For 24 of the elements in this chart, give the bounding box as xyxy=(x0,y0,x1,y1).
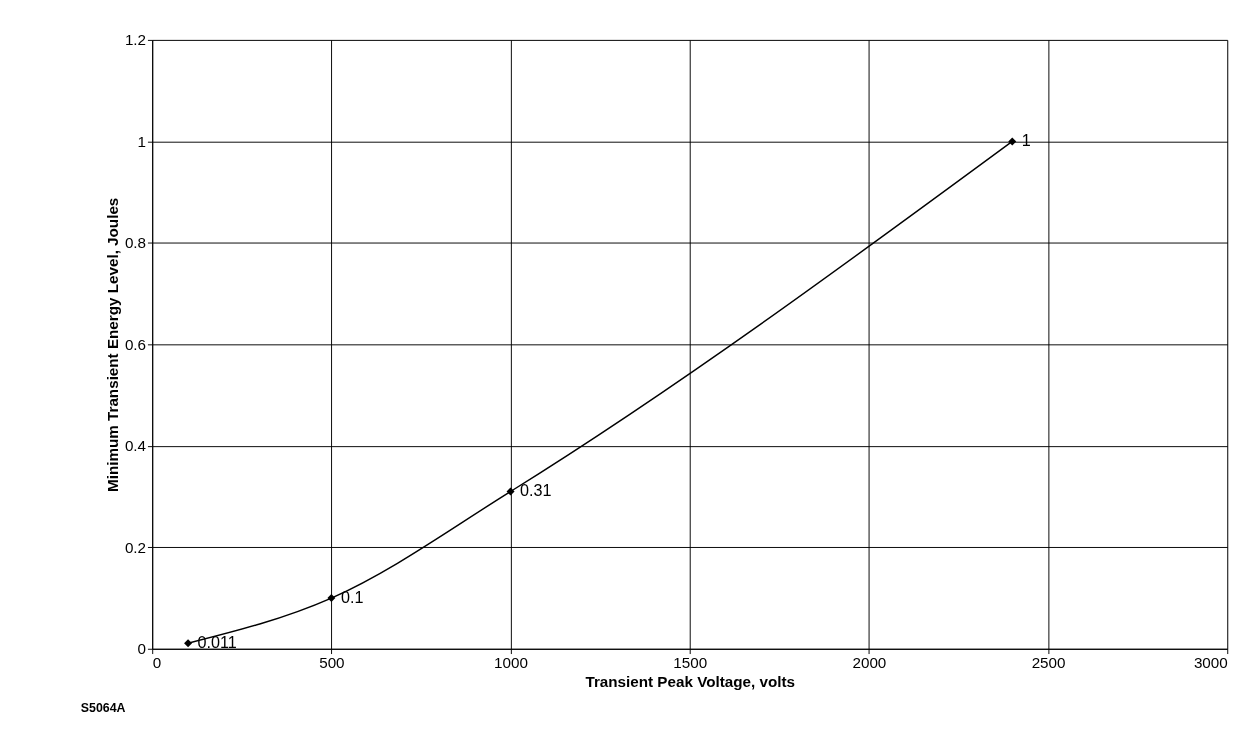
point xyxy=(506,487,515,496)
x-tick-label: 1000 xyxy=(494,654,528,672)
y-axis-title: Minimum Transient Energy Level, Joules xyxy=(104,197,122,492)
point xyxy=(1008,137,1017,146)
y-tick-label: 0.8 xyxy=(124,234,147,252)
x-tick-label: 3000 xyxy=(1193,654,1228,672)
text: S5064A xyxy=(80,700,126,715)
x-axis-title: Transient Peak Voltage, volts xyxy=(585,673,795,691)
y-tick-label: 1 xyxy=(137,132,147,150)
y-tick-label: 0 xyxy=(137,640,147,658)
y-tick-label: 0.4 xyxy=(124,437,147,455)
x-tick-label: 500 xyxy=(319,654,345,672)
x-tick-label: 2000 xyxy=(852,654,887,672)
data-label: 0.1 xyxy=(340,587,364,606)
data-label: 0.31 xyxy=(520,481,552,500)
data-label: 0.011 xyxy=(197,632,237,651)
x-tick-label: 2500 xyxy=(1031,654,1066,672)
y-tick-label: 1.2 xyxy=(124,31,147,49)
y-tick-label: 0.6 xyxy=(124,335,147,353)
point xyxy=(184,639,193,648)
point xyxy=(327,594,336,603)
y-tick-label: 0.2 xyxy=(124,538,147,556)
x-tick-label: 1500 xyxy=(673,654,708,672)
x-tick-label: 0 xyxy=(152,654,162,672)
